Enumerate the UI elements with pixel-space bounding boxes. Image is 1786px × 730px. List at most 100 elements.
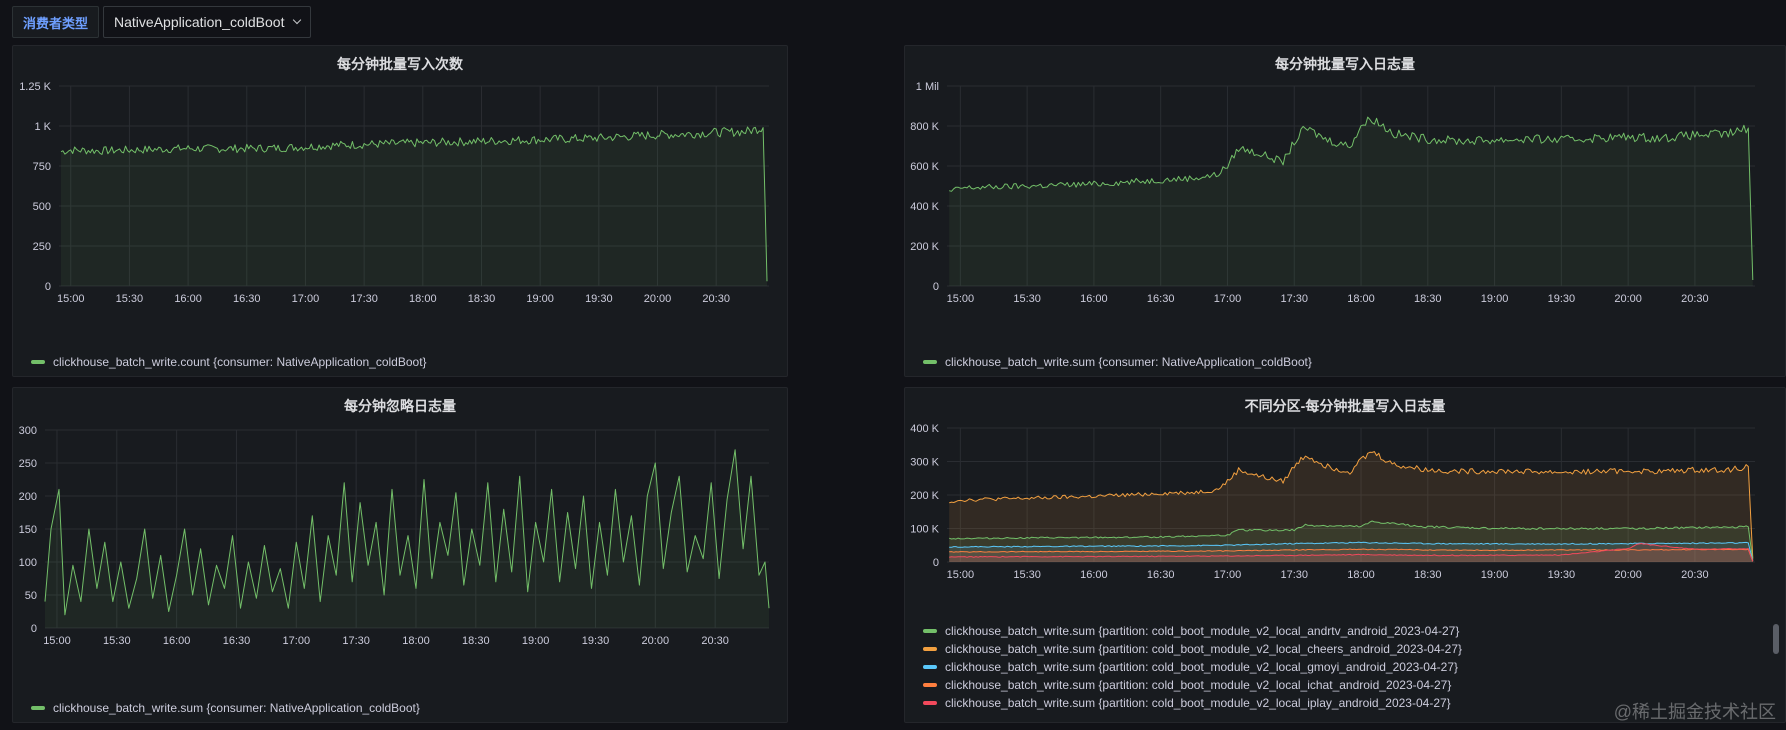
x-tick-label: 15:30 [116, 293, 144, 305]
y-tick-label: 150 [19, 524, 37, 536]
y-tick-label: 250 [19, 458, 37, 470]
x-tick-label: 17:30 [342, 635, 370, 647]
chevron-down-icon [293, 15, 302, 25]
y-tick-label: 200 K [910, 241, 939, 253]
x-tick-label: 20:30 [1681, 293, 1709, 305]
x-tick-label: 17:30 [350, 293, 378, 305]
x-tick-label: 19:00 [1481, 569, 1509, 581]
legend-label: clickhouse_batch_write.sum {partition: c… [945, 641, 1463, 656]
x-tick-label: 16:00 [174, 293, 202, 305]
ignored-logs-chart[interactable]: 0 50 100 150 200 250 300 15:00 15:30 16:00 16:30 17… [13, 388, 789, 688]
legend-label: clickhouse_batch_write.count {consumer: … [53, 354, 427, 369]
legend-item[interactable]: clickhouse_batch_write.sum {consumer: Na… [31, 700, 420, 715]
legend-item[interactable]: clickhouse_batch_write.sum {partition: c… [923, 659, 1462, 674]
x-tick-label: 17:30 [1280, 293, 1308, 305]
y-tick-label: 400 K [910, 201, 939, 213]
x-tick-label: 17:00 [292, 293, 320, 305]
x-tick-label: 16:30 [1147, 569, 1175, 581]
x-tick-label: 17:00 [283, 635, 311, 647]
x-tick-label: 18:00 [1347, 569, 1375, 581]
x-tick-label: 20:00 [642, 635, 670, 647]
consumer-type-value: NativeApplication_coldBoot [114, 14, 285, 30]
series-line[interactable] [60, 126, 768, 282]
x-tick-label: 19:00 [526, 293, 554, 305]
series-line[interactable] [949, 116, 1754, 281]
y-tick-label: 0 [45, 281, 51, 293]
legend-item[interactable]: clickhouse_batch_write.count {consumer: … [31, 354, 427, 369]
y-tick-label: 500 [33, 201, 51, 213]
legend-item[interactable]: clickhouse_batch_write.sum {partition: c… [923, 677, 1462, 692]
legend-item[interactable]: clickhouse_batch_write.sum {partition: c… [923, 623, 1462, 638]
x-tick-label: 16:30 [223, 635, 251, 647]
legend-swatch [31, 359, 45, 364]
x-tick-label: 19:30 [582, 635, 610, 647]
y-tick-label: 50 [25, 590, 37, 602]
x-tick-label: 18:00 [1347, 293, 1375, 305]
series-area-fill [949, 521, 1753, 562]
panel-batch-write-volume[interactable]: 每分钟批量写入日志量 0 200 K 400 K 600 K 800 K 1 Mil 15:… [904, 45, 1786, 377]
legend-label: clickhouse_batch_write.sum {partition: c… [945, 659, 1458, 674]
x-tick-label: 18:30 [1414, 293, 1442, 305]
y-tick-label: 0 [933, 281, 939, 293]
series-line[interactable] [44, 449, 770, 616]
y-tick-label: 100 K [910, 524, 939, 536]
legend-swatch [923, 628, 937, 633]
x-tick-label: 15:00 [43, 635, 71, 647]
series-area-fill [61, 127, 767, 286]
series-area-fill [949, 549, 1753, 562]
series-area-fill [949, 543, 1753, 562]
series-line[interactable] [949, 548, 1754, 562]
x-tick-label: 15:00 [57, 293, 85, 305]
series-line[interactable] [949, 451, 1754, 559]
x-tick-label: 16:00 [1080, 569, 1108, 581]
x-tick-label: 19:30 [1548, 569, 1576, 581]
legend-item[interactable]: clickhouse_batch_write.sum {consumer: Na… [923, 354, 1312, 369]
x-tick-label: 20:30 [701, 635, 729, 647]
legend-swatch [923, 664, 937, 669]
panel-ignored-logs[interactable]: 每分钟忽略日志量 0 50 100 150 200 250 300 15:00 15:30 16:… [12, 387, 788, 723]
legend-scrollbar[interactable] [1773, 624, 1779, 654]
legend-swatch [923, 359, 937, 364]
legend-swatch [923, 700, 937, 705]
x-tick-label: 17:30 [1280, 569, 1308, 581]
panel-partition-write-volume[interactable]: 不同分区-每分钟批量写入日志量 0 100 K 200 K 300 K 400 K 15:… [904, 387, 1786, 723]
x-tick-label: 18:30 [1414, 569, 1442, 581]
legend-item[interactable]: clickhouse_batch_write.sum {partition: c… [923, 695, 1462, 710]
x-tick-label: 17:00 [1214, 293, 1242, 305]
x-tick-label: 20:30 [1681, 569, 1709, 581]
legend-label: clickhouse_batch_write.sum {partition: c… [945, 677, 1452, 692]
legend-label: clickhouse_batch_write.sum {consumer: Na… [53, 700, 420, 715]
x-tick-label: 16:30 [233, 293, 261, 305]
series-line[interactable] [949, 543, 1754, 562]
series-line[interactable] [949, 541, 1754, 562]
y-tick-label: 750 [33, 161, 51, 173]
y-tick-label: 800 K [910, 121, 939, 133]
y-tick-label: 1 K [34, 121, 51, 133]
panel-title: 每分钟批量写入次数 [337, 56, 463, 72]
y-tick-label: 100 [19, 557, 37, 569]
x-tick-label: 20:30 [702, 293, 730, 305]
legend-swatch [31, 705, 45, 710]
x-tick-label: 19:30 [585, 293, 613, 305]
series-area-fill [949, 117, 1753, 286]
y-tick-label: 1.25 K [19, 81, 51, 93]
consumer-type-select[interactable]: NativeApplication_coldBoot [103, 6, 312, 38]
legend-item[interactable]: clickhouse_batch_write.sum {partition: c… [923, 641, 1462, 656]
series-line[interactable] [949, 520, 1754, 561]
series-area-fill [949, 451, 1753, 562]
panel-batch-write-count[interactable]: 每分钟批量写入次数 0 250 500 750 1 K 1.25 K 15:00 15:30 1… [12, 45, 788, 377]
legend: clickhouse_batch_write.sum {consumer: Na… [923, 354, 1312, 369]
x-tick-label: 18:30 [468, 293, 496, 305]
y-tick-label: 1 Mil [916, 81, 939, 93]
batch-write-volume-chart[interactable]: 0 200 K 400 K 600 K 800 K 1 Mil 15:00 15:30 16:0… [905, 46, 1786, 341]
dashboard-variables: 消费者类型 NativeApplication_coldBoot [12, 6, 312, 38]
panel-title: 每分钟忽略日志量 [344, 398, 456, 414]
x-tick-label: 17:00 [1214, 569, 1242, 581]
batch-write-count-chart[interactable]: 0 250 500 750 1 K 1.25 K 15:00 15:30 16:00 16:30 1… [13, 46, 789, 341]
panel-title: 每分钟批量写入日志量 [1275, 56, 1415, 72]
partition-write-volume-chart[interactable]: 0 100 K 200 K 300 K 400 K 15:00 15:30 16:00 16:3… [905, 388, 1786, 620]
x-tick-label: 15:30 [1013, 293, 1041, 305]
legend-swatch [923, 646, 937, 651]
watermark: @稀土掘金技术社区 [1613, 702, 1776, 722]
variable-label: 消费者类型 [12, 6, 100, 38]
